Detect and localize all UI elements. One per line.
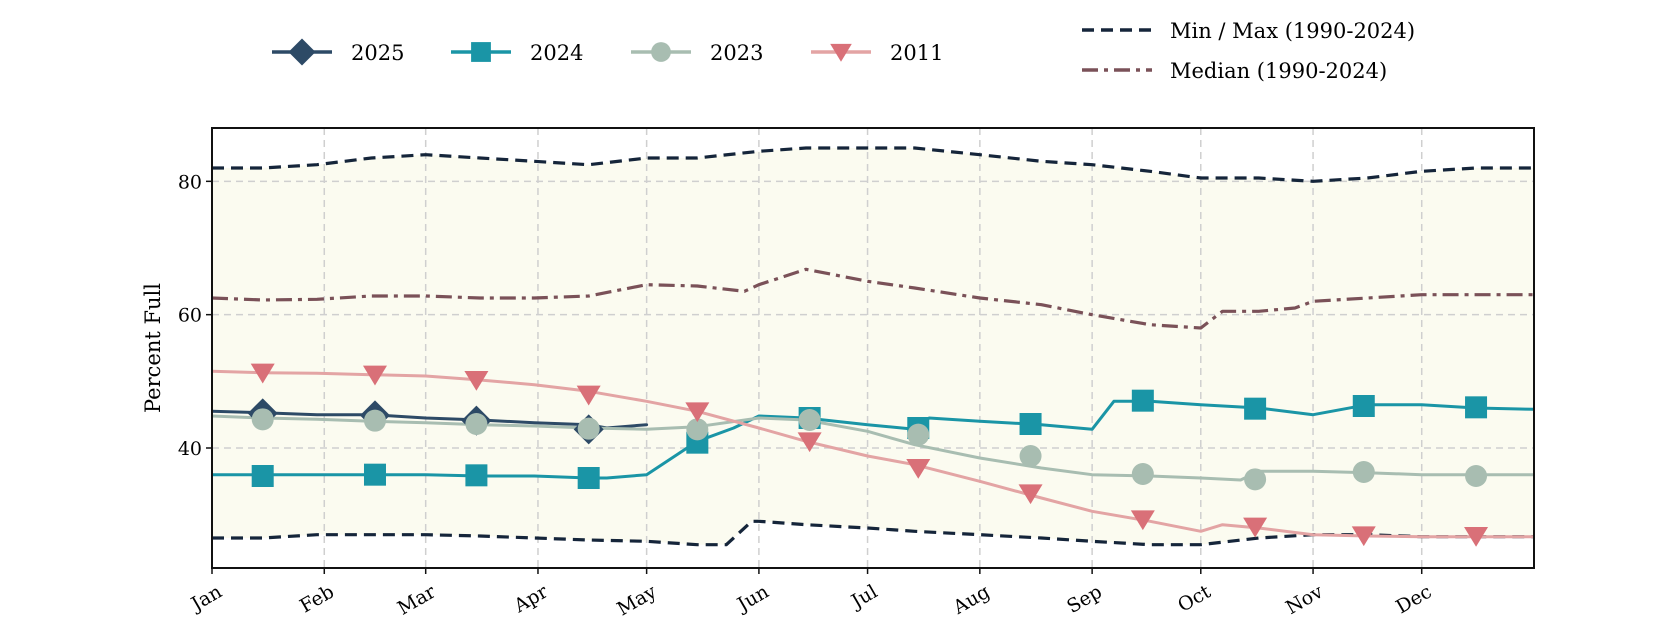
series-line-2023 — [212, 414, 1534, 482]
data-point-2011 — [797, 432, 822, 453]
x-tick-label: May — [613, 581, 660, 621]
data-point-2023 — [798, 409, 821, 431]
legend-label: 2023 — [710, 41, 763, 65]
data-point-2011 — [1018, 484, 1043, 505]
legend-marker-2023 — [651, 42, 671, 62]
legend-label: Min / Max (1990-2024) — [1170, 19, 1415, 43]
data-point-2011 — [906, 459, 931, 479]
y-tick-label: 60 — [178, 305, 202, 327]
data-point-2023 — [1131, 463, 1154, 485]
series-line-2024 — [212, 399, 1534, 480]
data-point-2024 — [1131, 389, 1154, 412]
x-tick-label: Dec — [1392, 581, 1435, 619]
data-point-2011 — [250, 363, 275, 384]
data-point-2011 — [1351, 526, 1376, 547]
data-point-2024 — [577, 467, 600, 489]
x-tick-label: Jan — [186, 581, 226, 617]
data-point-2023 — [251, 408, 274, 431]
series-line-max — [212, 146, 1534, 183]
data-point-2023 — [465, 413, 488, 435]
y-axis-label: Percent Full — [141, 283, 165, 413]
data-point-2011 — [576, 385, 601, 406]
legend-marker-2011 — [830, 43, 852, 62]
data-point-2024 — [251, 465, 274, 487]
data-point-2024 — [363, 463, 386, 486]
legend-label: Median (1990-2024) — [1170, 59, 1387, 83]
data-point-2011 — [1243, 517, 1268, 538]
legend-marker-2024 — [471, 42, 491, 62]
data-point-2024 — [1244, 397, 1267, 420]
x-tick-label: Nov — [1282, 581, 1327, 620]
data-point-2011 — [362, 365, 387, 386]
x-tick-label: Apr — [510, 580, 553, 617]
series-line-min — [212, 519, 1534, 547]
data-point-2011 — [685, 402, 710, 423]
data-point-2023 — [686, 418, 709, 441]
legend-label: 2024 — [530, 41, 583, 65]
data-point-2024 — [1019, 413, 1042, 435]
legend-label: 2011 — [890, 41, 943, 65]
series-line-median-1990-2024- — [212, 267, 1534, 330]
data-point-2023 — [907, 423, 930, 446]
series-line-2011 — [212, 369, 1534, 539]
legend-marker-2025 — [288, 38, 316, 66]
y-tick-label: 40 — [178, 438, 202, 460]
legend-label: 2025 — [351, 41, 404, 65]
data-point-2011 — [464, 371, 489, 391]
data-point-2011 — [1464, 527, 1489, 547]
plot-frame — [211, 127, 1535, 569]
x-tick-label: Sep — [1063, 581, 1106, 618]
data-point-2011 — [1130, 510, 1155, 531]
x-tick-label: Jun — [732, 581, 773, 617]
data-point-2024 — [1465, 396, 1488, 419]
data-point-2024 — [1352, 395, 1375, 417]
x-tick-label: Jul — [846, 581, 881, 614]
data-point-2023 — [577, 417, 600, 440]
data-point-2023 — [363, 409, 386, 432]
data-point-2023 — [1244, 468, 1267, 491]
x-tick-label: Aug — [949, 581, 994, 620]
x-tick-label: Mar — [394, 580, 440, 619]
y-tick-label: 80 — [178, 171, 202, 193]
x-tick-label: Oct — [1174, 580, 1215, 616]
x-tick-label: Feb — [296, 581, 338, 618]
data-point-2023 — [1019, 445, 1042, 467]
legend: 2025 2024 2023 2011 Min / Max (1990-2024) Med… — [272, 19, 1415, 83]
data-point-2024 — [465, 464, 488, 487]
data-point-2023 — [1465, 465, 1488, 487]
data-point-2023 — [1352, 461, 1375, 483]
min-max-range-fill — [212, 148, 1534, 545]
